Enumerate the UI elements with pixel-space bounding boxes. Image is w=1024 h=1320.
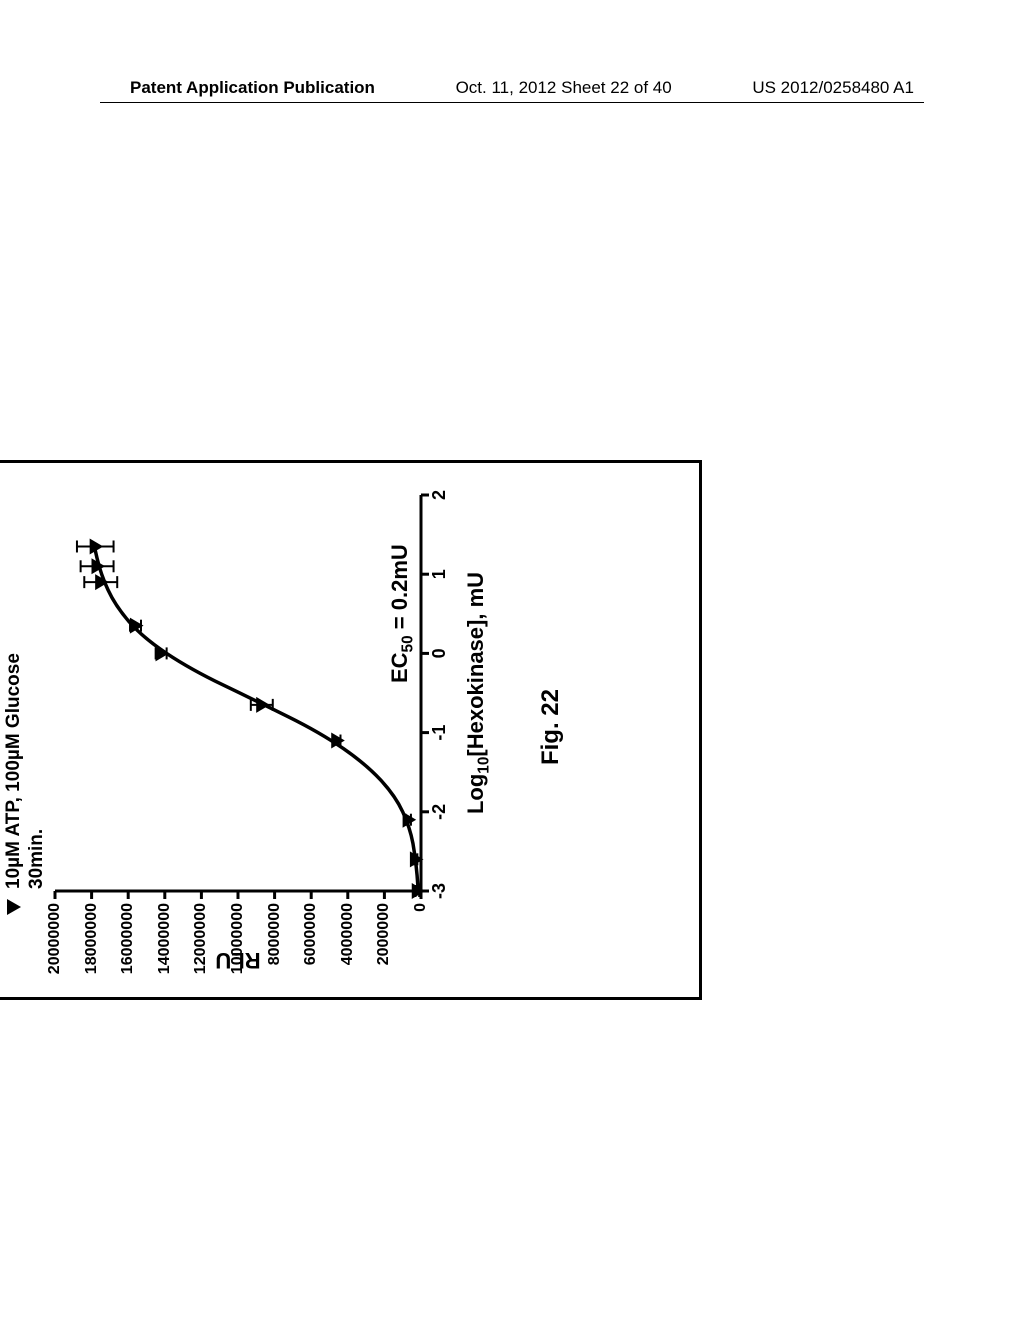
ytick-label: 20000000	[46, 903, 64, 1023]
ytick-label: 8000000	[266, 903, 284, 1023]
header-rule	[100, 102, 924, 103]
legend-line1: 10µM ATP, 100µM Glucose	[3, 653, 24, 889]
xlabel-sub: 10	[475, 757, 492, 774]
header-right: US 2012/0258480 A1	[752, 78, 914, 98]
page-header: Patent Application Publication Oct. 11, …	[0, 78, 1024, 98]
ytick-label: 18000000	[83, 903, 101, 1023]
ec50-suffix: = 0.2mU	[387, 544, 412, 635]
xtick-label: 2	[429, 475, 450, 515]
header-left: Patent Application Publication	[130, 78, 375, 98]
figure-frame: Hexokinase titration 10µM ATP, 100µM Glu…	[0, 460, 702, 1000]
ytick-label: 14000000	[156, 903, 174, 1023]
xtick-label: -1	[429, 713, 450, 753]
xtick-label: 1	[429, 554, 450, 594]
figure-caption: Fig. 22	[537, 457, 565, 997]
plot-region	[55, 495, 421, 891]
ytick-label: 4000000	[339, 903, 357, 1023]
ytick-label: 12000000	[192, 903, 210, 1023]
ec50-prefix: EC	[387, 652, 412, 683]
xtick-label: 0	[429, 633, 450, 673]
ec50-sub: 50	[399, 635, 416, 652]
xtick-label: -3	[429, 871, 450, 911]
x-axis-label: Log10[Hexokinase], mU	[463, 495, 493, 891]
ytick-label: 16000000	[119, 903, 137, 1023]
ytick-label: 10000000	[229, 903, 247, 1023]
xtick-label: -2	[429, 792, 450, 832]
ytick-label: 0	[412, 903, 430, 1023]
chart-legend: 10µM ATP, 100µM Glucose 30min.	[3, 653, 49, 915]
xlabel-prefix: Log	[463, 774, 488, 814]
legend-text: 10µM ATP, 100µM Glucose 30min.	[3, 653, 49, 889]
triangle-down-icon	[7, 899, 21, 915]
header-center: Oct. 11, 2012 Sheet 22 of 40	[456, 78, 672, 98]
xlabel-suffix: [Hexokinase], mU	[463, 572, 488, 757]
ec50-annotation: EC50 = 0.2mU	[387, 544, 417, 683]
chart-svg	[55, 495, 421, 891]
ytick-label: 6000000	[302, 903, 320, 1023]
figure-area: Hexokinase titration 10µM ATP, 100µM Glu…	[162, 240, 862, 1000]
legend-line2: 30min.	[26, 829, 47, 889]
ytick-label: 2000000	[375, 903, 393, 1023]
